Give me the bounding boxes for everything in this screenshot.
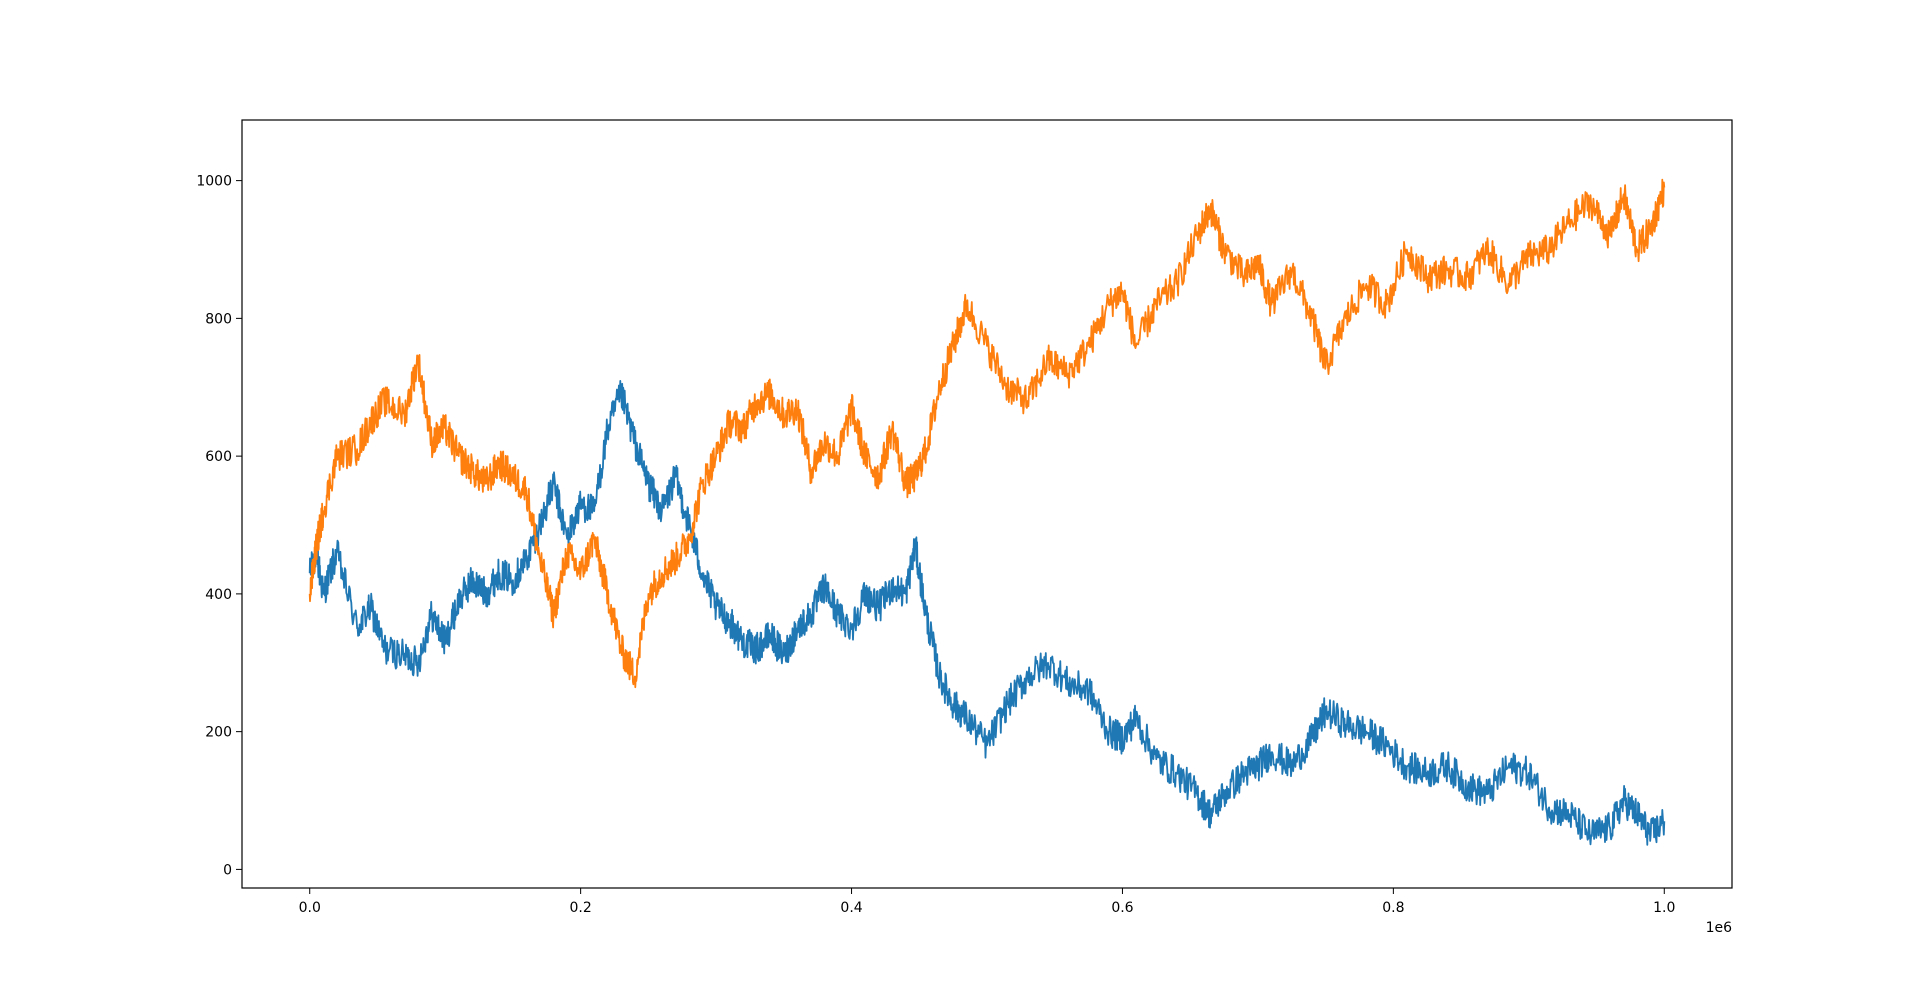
x-axis: 0.0 0.2 0.4 0.6 0.8 1.0 xyxy=(299,888,1675,916)
series-line-2 xyxy=(308,178,1666,689)
axes-frame xyxy=(241,119,1733,889)
x-axis-offset-label: 1e6 xyxy=(1706,920,1733,936)
y-tick-label: 400 xyxy=(205,587,232,603)
x-tick-label: 0.4 xyxy=(840,900,862,916)
series-line-1 xyxy=(308,380,1666,846)
y-tick-label: 0 xyxy=(223,862,232,878)
y-axis: 0 200 400 600 800 1000 xyxy=(196,174,242,878)
y-tick-label: 800 xyxy=(205,311,232,327)
y-tick-label: 1000 xyxy=(196,174,232,190)
x-tick-label: 0.6 xyxy=(1111,900,1133,916)
x-tick-label: 0.8 xyxy=(1382,900,1404,916)
y-tick-label: 200 xyxy=(205,725,232,741)
x-tick-label: 0.2 xyxy=(570,900,592,916)
x-tick-label: 0.0 xyxy=(299,900,321,916)
y-tick-label: 600 xyxy=(205,449,232,465)
series-layer xyxy=(308,178,1666,846)
x-tick-label: 1.0 xyxy=(1653,900,1675,916)
